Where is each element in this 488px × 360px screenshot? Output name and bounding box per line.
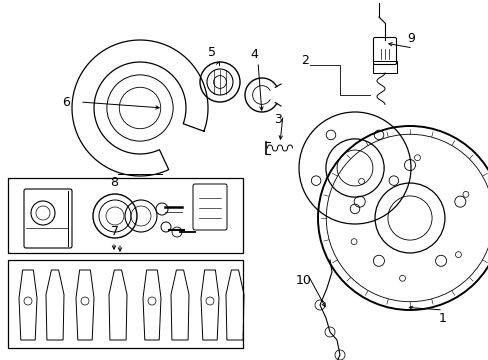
Bar <box>372 61 396 73</box>
Text: 2: 2 <box>301 54 308 67</box>
Text: 5: 5 <box>207 45 216 58</box>
Text: 4: 4 <box>249 49 257 62</box>
Text: 8: 8 <box>110 176 118 189</box>
Text: 9: 9 <box>406 31 414 45</box>
Text: 7: 7 <box>111 225 119 238</box>
Text: 1: 1 <box>438 311 446 324</box>
Text: 10: 10 <box>295 274 311 287</box>
Bar <box>8 260 243 348</box>
Bar <box>8 178 243 253</box>
Text: 3: 3 <box>273 113 282 126</box>
Text: 6: 6 <box>62 95 70 108</box>
